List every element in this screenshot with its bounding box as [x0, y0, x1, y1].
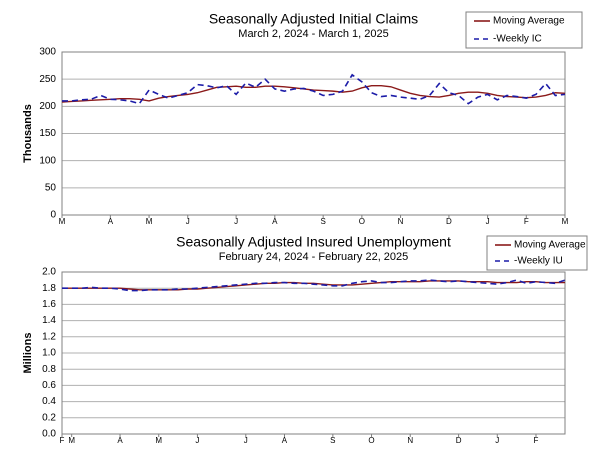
x-tick-label: S [321, 217, 326, 226]
x-tick-label: S [330, 436, 335, 445]
y-tick-label: 1.6 [42, 299, 56, 310]
x-tick-label: A [282, 436, 288, 445]
x-tick-label: J [495, 436, 499, 445]
y-tick-label: 0.6 [42, 380, 56, 391]
y-tick-label: 0.8 [42, 364, 56, 375]
y-tick-label: 200 [39, 101, 56, 112]
legend-label: Moving Average [514, 240, 586, 251]
chart-title: Seasonally Adjusted Initial Claims [209, 11, 418, 27]
legend-label: -Weekly IU [514, 256, 563, 267]
y-tick-label: 2.0 [42, 267, 56, 278]
y-tick-label: 0.2 [42, 412, 56, 423]
x-tick-label: M [562, 217, 569, 226]
series-line [62, 73, 566, 105]
x-tick-label: F [524, 217, 529, 226]
legend-box [486, 235, 588, 271]
y-axis-label: Thousands [22, 104, 34, 163]
x-tick-label: A [117, 436, 123, 445]
x-tick-label: A [108, 217, 114, 226]
y-tick-label: 1.0 [42, 348, 56, 359]
x-tick-label: D [446, 217, 452, 226]
x-tick-label: F [60, 436, 65, 445]
x-tick-label: N [407, 436, 413, 445]
x-tick-label: M [68, 436, 75, 445]
legend-box [465, 11, 583, 49]
x-tick-label: J [486, 217, 490, 226]
x-tick-label: D [456, 436, 462, 445]
y-axis-label: Millions [22, 333, 34, 374]
x-tick-label: O [359, 217, 365, 226]
x-tick-label: J [244, 436, 248, 445]
y-tick-label: 100 [39, 155, 56, 166]
y-tick-label: 50 [45, 182, 57, 193]
x-tick-label: O [368, 436, 374, 445]
x-tick-label: M [155, 436, 162, 445]
chart-title: Seasonally Adjusted Insured Unemployment [176, 234, 451, 250]
series-line [61, 84, 566, 103]
y-tick-label: 1.2 [42, 331, 56, 342]
y-tick-label: 0.4 [42, 396, 56, 407]
plot-frame [61, 271, 566, 435]
y-tick-label: 300 [39, 47, 56, 58]
x-tick-label: M [59, 217, 66, 226]
x-tick-label: F [534, 436, 539, 445]
x-tick-label: M [146, 217, 153, 226]
y-tick-label: 250 [39, 74, 56, 85]
x-tick-label: J [186, 217, 190, 226]
x-tick-label: J [234, 217, 238, 226]
y-tick-label: 1.4 [42, 315, 56, 326]
x-tick-label: N [398, 217, 404, 226]
y-tick-label: 0 [50, 210, 56, 221]
plot-frame [61, 51, 566, 216]
x-tick-label: A [272, 217, 278, 226]
y-tick-label: 150 [39, 128, 56, 139]
chart-subtitle: February 24, 2024 - February 22, 2025 [219, 251, 409, 263]
chart-subtitle: March 2, 2024 - March 1, 2025 [238, 28, 388, 40]
legend-label: -Weekly IC [493, 34, 542, 45]
y-tick-label: 0.0 [42, 429, 56, 440]
x-tick-label: J [195, 436, 199, 445]
legend-label: Moving Average [493, 16, 565, 27]
y-tick-label: 1.8 [42, 283, 56, 294]
series-line [62, 279, 566, 292]
